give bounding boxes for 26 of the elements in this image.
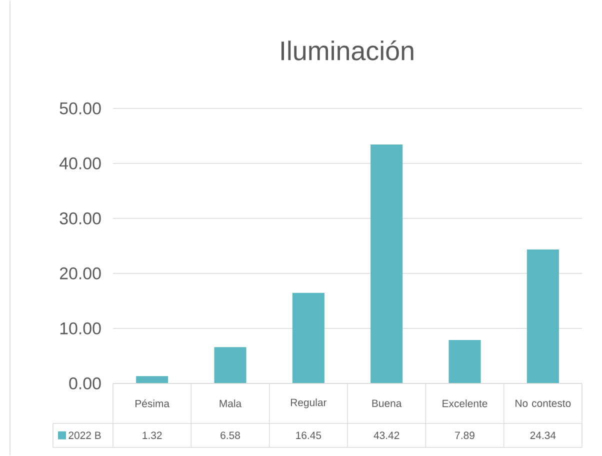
bar [370,144,403,384]
x-tick-label: Excelente [442,400,488,408]
data-label: 43.42 [374,432,400,440]
bar [136,376,168,384]
y-tick-label: 30.00 [60,212,101,224]
bar [448,340,481,384]
data-label: 16.45 [296,432,322,440]
y-tick-label: 50.00 [60,102,101,114]
x-tick-label: Mala [220,400,242,408]
chart-title: Iluminación [281,40,414,61]
y-tick-label: 10.00 [60,322,101,334]
x-tick-label: Pésima [136,400,170,408]
x-tick-label: Regular [290,398,327,408]
data-label: 6.58 [220,432,240,440]
x-tick-label: No contesto [516,400,571,408]
y-tick-label: 0.00 [69,377,101,390]
y-tick-label: 20.00 [60,267,101,280]
x-tick-label: Buena [372,400,402,408]
data-label: 1.32 [142,432,162,440]
bar [526,250,559,384]
legend-label: 2022 B [68,432,101,440]
data-label: 24.34 [530,432,556,440]
bar [214,347,246,384]
bar [292,293,324,384]
y-tick-label: 40.00 [59,157,101,170]
data-label: 7.89 [455,432,474,440]
